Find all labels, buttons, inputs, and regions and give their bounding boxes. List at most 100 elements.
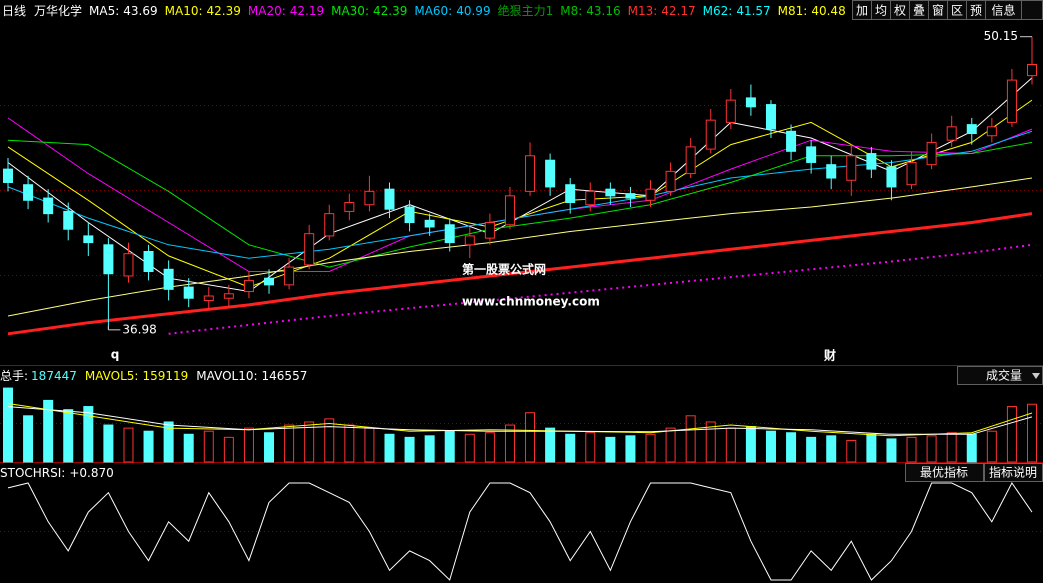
volume-bar <box>364 427 375 463</box>
candle-body <box>1027 64 1037 77</box>
period: 日线 <box>2 4 26 18</box>
candle-body <box>946 126 957 141</box>
volume-bar <box>63 409 74 463</box>
volume-value: 187447 <box>31 369 77 383</box>
candle-body <box>344 202 355 212</box>
toolbar-label: 叠 <box>913 4 925 18</box>
volume-bar <box>344 424 355 463</box>
indicator-button-label: 最优指标 <box>920 465 968 480</box>
indicator-label: MA5: <box>89 4 119 18</box>
candle-body <box>786 130 797 152</box>
volume-bar <box>946 432 957 463</box>
volume-bar <box>846 439 857 463</box>
volume-bar <box>705 421 716 463</box>
volume-bar <box>1006 406 1017 463</box>
volume-bar <box>264 432 275 463</box>
volume-bar <box>223 436 234 463</box>
moving-average-line <box>7 177 1033 317</box>
indicator-label: MA60: <box>414 4 452 18</box>
candle-body <box>806 146 817 163</box>
volume-bar <box>243 427 254 463</box>
volume-bar <box>43 399 54 463</box>
volume-bar <box>745 426 756 463</box>
candle-body <box>725 99 736 123</box>
candle-body <box>223 293 234 299</box>
indicator-value: 42.39 <box>373 4 407 18</box>
volume-bar <box>605 436 616 463</box>
volume-bar <box>103 424 114 463</box>
indicator-label: M8: <box>560 4 582 18</box>
candle-body <box>966 124 977 135</box>
indicator-label: MA20: <box>248 4 286 18</box>
candle-body <box>625 193 636 199</box>
volume-bar <box>685 415 696 463</box>
candle-body <box>765 104 776 130</box>
toolbar-label: 信息 <box>991 3 1015 18</box>
watermark: 第一股票公式网 <box>462 262 546 277</box>
moving-average-line <box>7 212 1033 336</box>
candle-body <box>665 170 676 192</box>
volume-bar <box>504 424 515 463</box>
candle-body <box>986 126 997 137</box>
low-price-label: 36.98 <box>122 322 156 336</box>
indicator-value: 42.17 <box>661 4 695 18</box>
indicator-value: 40.48 <box>811 4 845 18</box>
volume-ma-value: 146557 <box>262 369 308 383</box>
indicator-value: 42.19 <box>290 4 324 18</box>
volume-bar <box>625 435 636 463</box>
moving-average-line <box>7 406 1033 435</box>
candle-body <box>324 213 335 237</box>
candle-body <box>906 161 917 186</box>
candle-body <box>384 188 395 210</box>
candle-body <box>284 266 295 286</box>
indicator-button-label: 指标说明 <box>989 465 1037 480</box>
candle-body <box>1006 79 1017 123</box>
candle-body <box>143 250 154 273</box>
toolbar-label: 窗 <box>932 4 944 18</box>
volume-bar <box>826 435 837 463</box>
indicator-select-label: 成交量 <box>986 368 1022 383</box>
volume-bar <box>143 430 154 463</box>
candle-body <box>464 235 475 246</box>
stochrsi-line <box>7 482 1033 581</box>
volume-bar <box>906 436 917 463</box>
indicator-button[interactable] <box>905 463 984 482</box>
volume-bar <box>183 433 194 463</box>
candle-body <box>23 184 34 201</box>
volume-bar <box>565 433 576 463</box>
toolbar-label: 区 <box>951 4 963 18</box>
candle-body <box>645 188 656 201</box>
volume-bar <box>525 412 536 463</box>
event-marker: 财 <box>823 348 836 363</box>
candle-body <box>525 155 536 192</box>
volume-bar <box>665 427 676 463</box>
stock-name: 万华化学 <box>34 3 82 18</box>
indicator-label: MA30: <box>331 4 369 18</box>
volume-bar <box>163 421 174 463</box>
candle-body <box>545 159 556 188</box>
indicator-value: +0.870 <box>69 466 113 480</box>
candle-body <box>183 286 194 299</box>
volume-bar <box>585 432 596 463</box>
indicator-label: M81: <box>778 4 808 18</box>
volume-bar <box>926 435 937 463</box>
indicator-title: STOCHRSI: <box>0 466 65 480</box>
candle-body <box>103 244 114 275</box>
volume-bar <box>3 387 13 463</box>
candle-body <box>826 164 837 179</box>
volume-bar <box>203 430 214 463</box>
candle-body <box>846 155 857 181</box>
volume-bar <box>886 438 897 463</box>
candle-body <box>585 190 596 206</box>
moving-average-line <box>168 243 1033 335</box>
indicator-label: MA10: <box>165 4 203 18</box>
candle-body <box>444 224 455 244</box>
moving-average-line <box>7 130 1033 259</box>
volume-bar <box>384 433 395 463</box>
toolbar-button[interactable] <box>1021 0 1043 20</box>
candle-body <box>484 222 495 239</box>
indicator-label: M13: <box>628 4 658 18</box>
